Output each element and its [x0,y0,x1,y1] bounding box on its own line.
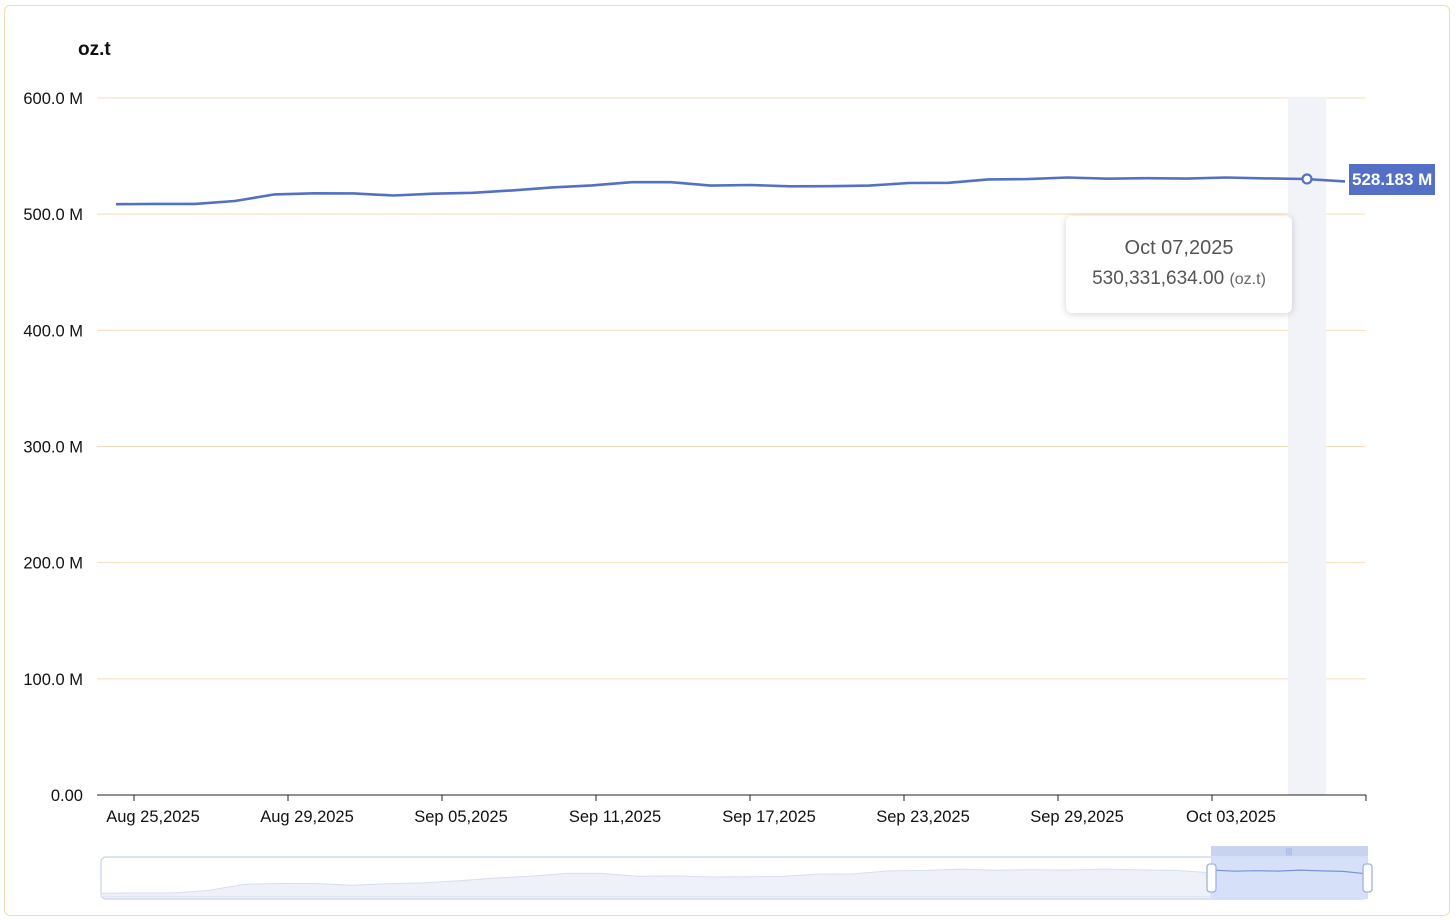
datazoom-slider[interactable]: ||| [100,846,1373,900]
slider-preview-area [100,868,1212,898]
x-tick-label: Oct 03,2025 [1186,808,1276,826]
y-tick-label: 300.0 M [23,439,83,457]
chart-card [4,5,1450,916]
slider-selected-preview [1212,869,1366,875]
y-tick-label: 400.0 M [23,322,83,340]
x-tick-label: Sep 05,2025 [414,808,508,826]
slider-left-handle[interactable] [1206,863,1217,893]
hover-highlight-band [1288,98,1326,795]
x-tick-label: Sep 11,2025 [569,808,661,826]
y-tick-label: 0.00 [51,787,83,805]
y-tick-label: 200.0 M [23,555,83,573]
tooltip-value-row: 530,331,634.00 (oz.t) [1066,268,1292,290]
tooltip: Oct 07,2025 530,331,634.00 (oz.t) [1066,216,1292,313]
grid-lines [97,97,1365,680]
hover-point-marker[interactable] [1301,173,1313,185]
end-value-label: 528.183 M [1349,164,1436,195]
slider-right-handle[interactable] [1362,863,1373,893]
y-tick-label: 500.0 M [23,206,83,224]
slider-grip-icon: ||| [1286,847,1292,856]
y-tick-label: 100.0 M [23,671,83,689]
x-tick-label: Sep 23,2025 [876,808,970,826]
x-tick-label: Sep 17,2025 [722,808,816,826]
slider-move-handle[interactable] [1211,846,1368,856]
x-axis-labels: Aug 25,2025 Aug 29,2025 Sep 05,2025 Sep 11,… [106,795,1367,826]
x-tick-label: Sep 29,2025 [1030,808,1124,826]
y-axis-labels: 0.00 100.0 M 200.0 M 300.0 M 400.0 M 500.0 M 6… [23,90,83,805]
tooltip-date: Oct 07,2025 [1124,237,1234,259]
tooltip-unit: (oz.t) [1229,271,1266,288]
y-tick-label: 600.0 M [23,90,83,108]
tooltip-value: 530,331,634.00 [1092,268,1225,289]
unit-label: oz.t [78,39,111,60]
x-tick-label: Aug 25,2025 [106,808,200,826]
series-line [115,176,1346,206]
x-tick-label: Aug 29,2025 [260,808,354,826]
